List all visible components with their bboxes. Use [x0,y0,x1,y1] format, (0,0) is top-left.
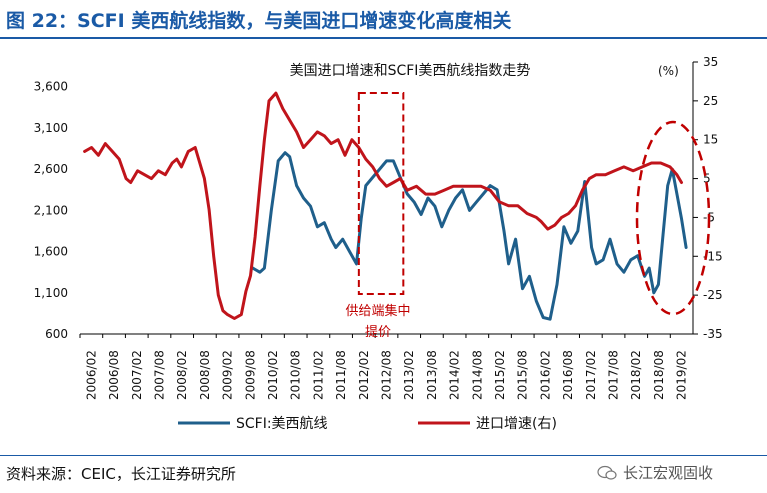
x-tick-label: 2013/08 [425,350,439,400]
chart-title: 美国进口增速和SCFI美西航线指数走势 [290,63,531,79]
x-tick-label: 2014/02 [448,350,462,400]
x-tick-label: 2008/02 [175,350,189,400]
chat-bubble-icon [597,465,617,480]
x-tick-label: 2009/08 [243,350,257,400]
footer-rule [0,455,767,456]
x-tick-label: 2015/08 [516,350,530,400]
x-tick-label: 2012/02 [357,350,371,400]
x-tick-label: 2011/02 [311,350,325,400]
annotation-text-line2: 提价 [365,324,391,340]
x-tick-label: 2015/02 [493,350,507,400]
y-right-tick-label: -15 [703,249,723,263]
source-note: 资料来源：CEIC，长江证券研究所 [6,465,236,483]
y-right-tick-label: -35 [703,327,723,341]
title-rule [0,37,767,39]
x-tick-label: 2018/08 [652,350,666,400]
watermark: 长江宏观固收 [597,462,713,483]
y-right-tick-label: 5 [703,172,711,186]
x-tick-label: 2006/08 [107,350,121,400]
y-left-tick-label: 2,100 [34,203,68,217]
annotation-box [357,92,405,295]
x-tick-label: 2013/02 [402,350,416,400]
watermark-text: 长江宏观固收 [623,464,714,482]
y-right-tick-label: 15 [703,133,718,147]
x-tick-label: 2012/08 [380,350,394,400]
x-tick-label: 2009/02 [221,350,235,400]
x-tick-label: 2014/08 [470,350,484,400]
x-tick-label: 2016/08 [561,350,575,400]
highlight-ellipse [635,120,711,316]
x-tick-label: 2018/02 [629,350,643,400]
import-growth-series-line [83,91,683,320]
legend-label-import: 进口增速(右) [476,416,557,432]
figure-title: 图 22：SCFI 美西航线指数，与美国进口增速变化高度相关 [6,10,512,32]
x-tick-label: 2019/02 [675,350,689,400]
x-tick-label: 2010/02 [266,350,280,400]
scfi-series-line [251,151,688,321]
y-left-tick-label: 2,600 [34,162,68,176]
x-tick-label: 2017/02 [584,350,598,400]
x-tick-label: 2017/08 [607,350,621,400]
y-right-tick-label: -25 [703,288,723,302]
y-left-tick-label: 3,100 [34,121,68,135]
x-tick-label: 2008/08 [198,350,212,400]
x-tick-label: 2016/02 [538,350,552,400]
y-left-tick-label: 1,600 [34,245,68,259]
x-tick-label: 2007/02 [130,350,144,400]
annotation-text-line1: 供给端集中 [345,303,410,319]
y-right-unit-label: (%) [658,64,679,78]
y-left-tick-label: 600 [45,327,68,341]
line-chart: 美国进口增速和SCFI美西航线指数走势 600 1,100 1,600 2,100 2,6… [34,55,723,432]
x-tick-label: 2011/08 [334,350,348,400]
y-right-tick-label: 25 [703,94,718,108]
y-left-tick-label: 1,100 [34,286,68,300]
y-left-tick-label: 3,600 [34,80,68,94]
y-right-tick-label: 35 [703,55,718,69]
x-tick-label: 2006/02 [84,350,98,400]
x-tick-label: 2010/08 [289,350,303,400]
legend-label-scfi: SCFI:美西航线 [236,416,328,432]
x-tick-label: 2007/08 [152,350,166,400]
